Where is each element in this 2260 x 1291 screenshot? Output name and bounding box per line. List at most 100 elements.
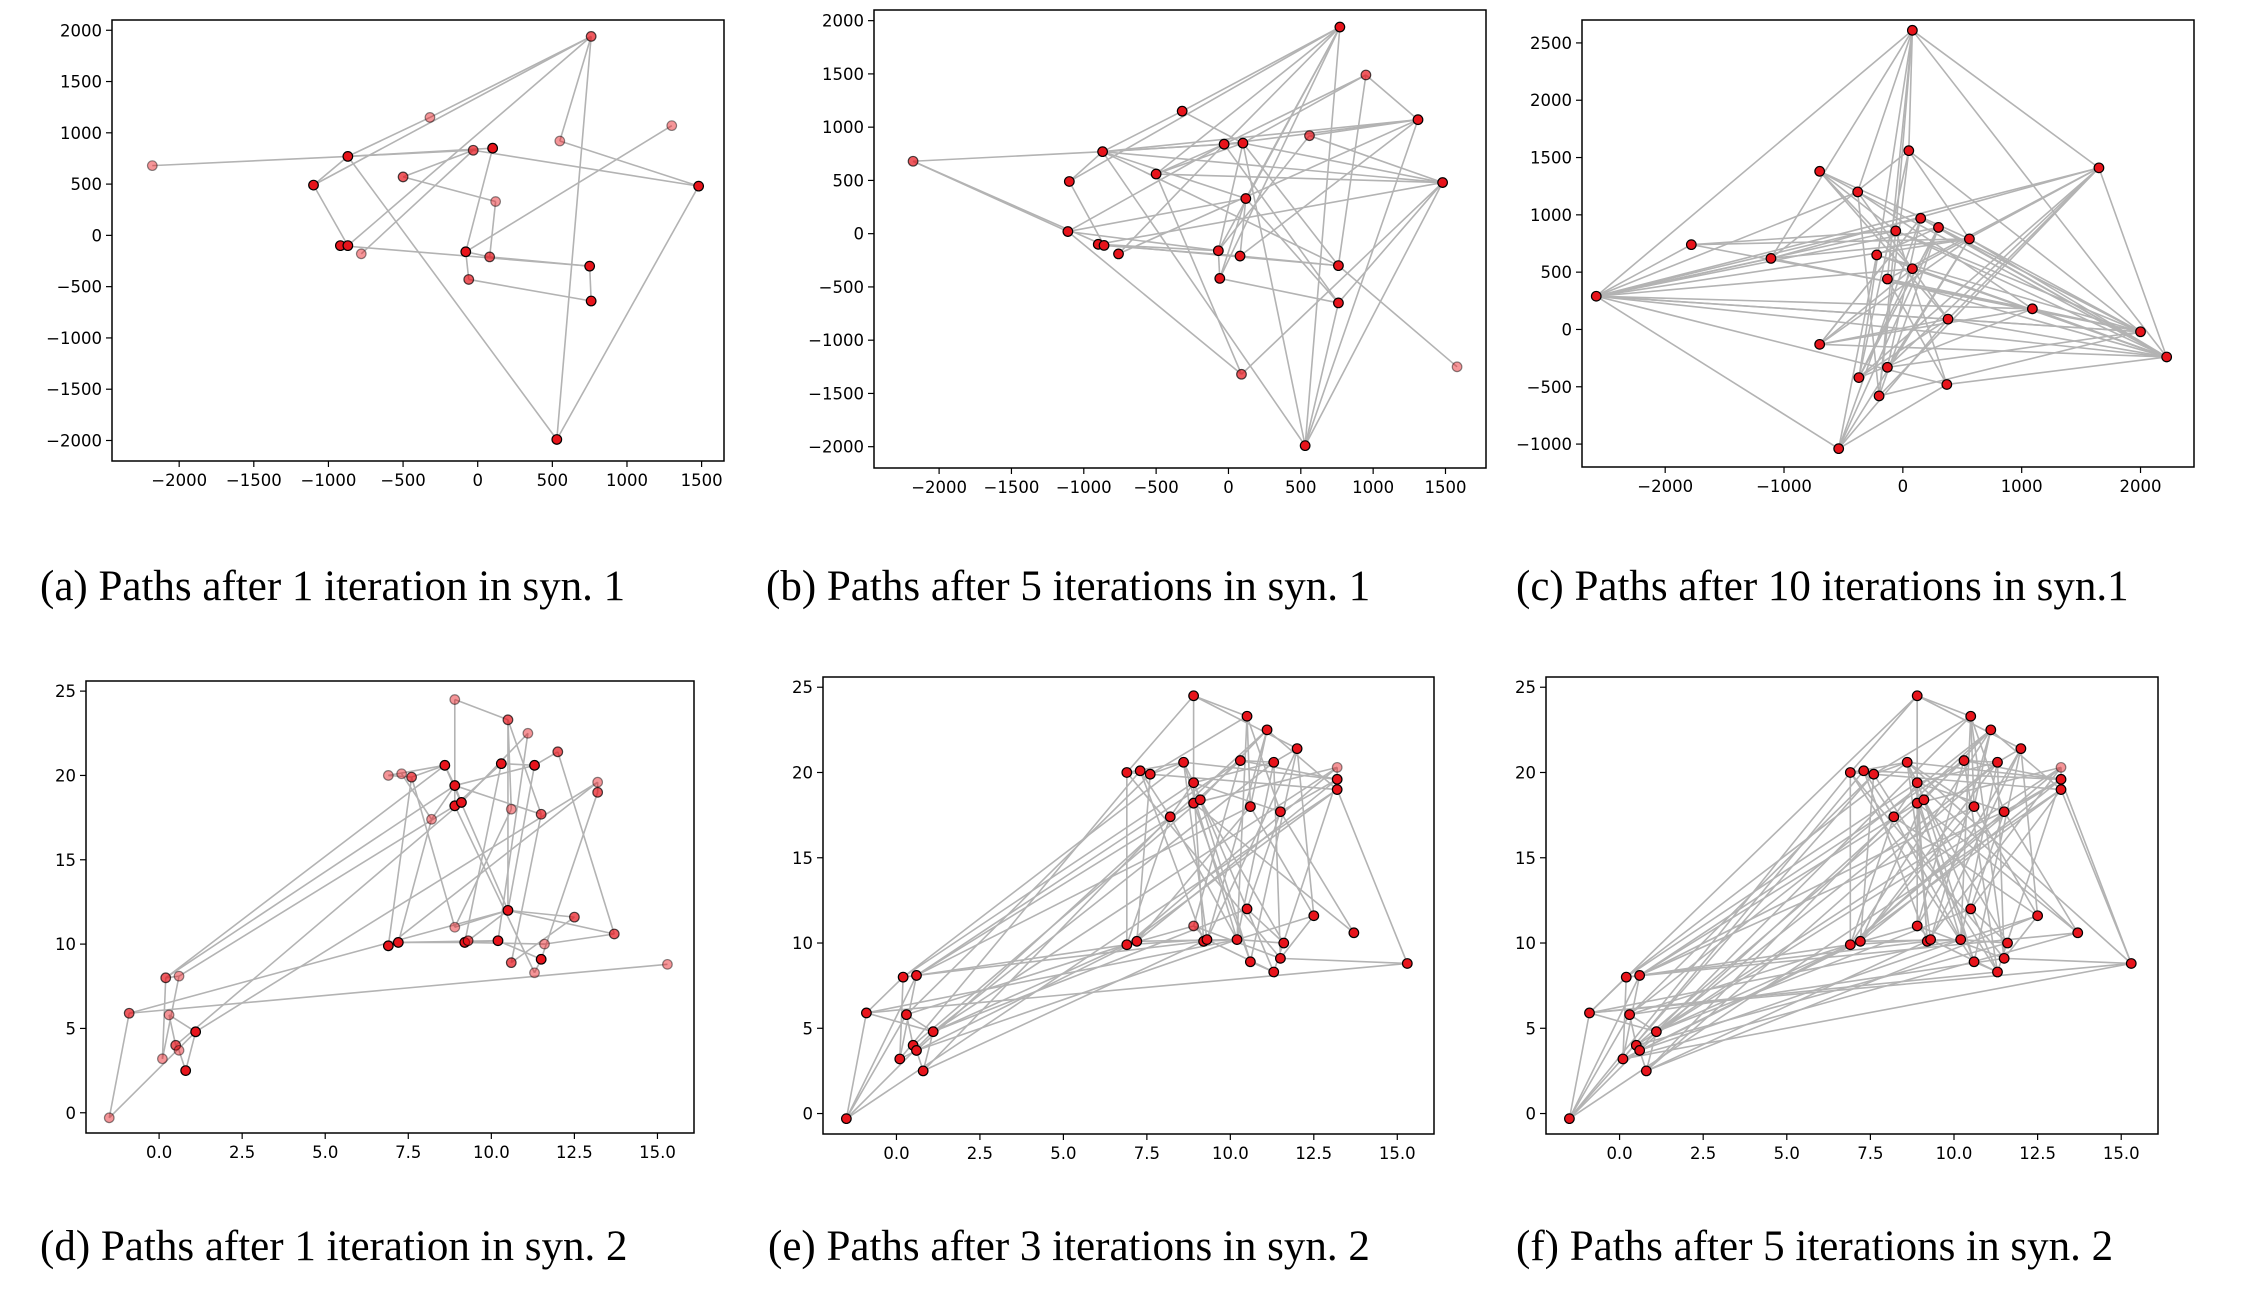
- node-point: [1998, 806, 2010, 818]
- node-point: [522, 727, 534, 739]
- path-edge: [1568, 1014, 1631, 1120]
- node-point: [2026, 303, 2038, 315]
- path-edge: [1155, 26, 1341, 175]
- edges: [845, 695, 1409, 1120]
- path-edge: [1911, 167, 2100, 270]
- path-edge: [152, 155, 348, 167]
- path-edge: [915, 729, 1268, 1052]
- y-tick-label: −1500: [46, 380, 102, 399]
- path-edge: [1887, 330, 2141, 369]
- y-tick-label: −1000: [1516, 435, 1572, 454]
- x-tick-label: 10.0: [1212, 1144, 1249, 1163]
- y-tick-label: −500: [819, 278, 864, 297]
- nodes: [1590, 24, 2173, 455]
- path-edge: [312, 155, 349, 186]
- node-point: [1901, 756, 1913, 768]
- node-point: [1244, 956, 1256, 968]
- node-point: [2072, 927, 2084, 939]
- panel-e: 0.0 2.5 5.0 7.5 10.0 12.5 15.0 25 20 15 10 5 0 (e) P…: [760, 660, 1520, 1291]
- path-edge: [1923, 799, 2009, 944]
- path-edge: [1895, 230, 2141, 333]
- path-edge: [1280, 957, 1408, 965]
- path-edge: [1819, 268, 1913, 345]
- path-edge: [1242, 142, 1306, 446]
- path-edge: [1181, 26, 1341, 112]
- path-edge: [1068, 151, 1104, 183]
- path-edge: [1973, 748, 2022, 962]
- path-edge: [1067, 197, 1246, 233]
- node-point: [585, 295, 597, 307]
- path-edge: [1886, 278, 1948, 385]
- y-tick-label: −1000: [808, 331, 864, 350]
- path-edge: [1645, 816, 1895, 1072]
- path-edge: [510, 814, 542, 963]
- node-point: [1911, 690, 1923, 702]
- path-edge: [1304, 302, 1340, 446]
- node-point: [1299, 440, 1311, 452]
- y-tick-label: 5: [66, 1019, 77, 1038]
- path-edge: [1959, 716, 1972, 940]
- path-edge: [1589, 971, 1998, 1014]
- path-edge: [507, 719, 513, 810]
- plot-frame: [822, 676, 1435, 1135]
- node-point: [1650, 1026, 1662, 1038]
- path-edge: [1101, 151, 1306, 447]
- node-point: [1968, 801, 1980, 812]
- path-edge: [1219, 277, 1339, 304]
- path-edge: [1242, 74, 1367, 144]
- path-edge: [916, 759, 1241, 977]
- path-edge: [1819, 170, 1913, 270]
- panel-d: 0.0 2.5 5.0 7.5 10.0 12.5 15.0 25 20 15 10 5 0 (d) P…: [0, 660, 760, 1291]
- path-edge: [1911, 29, 2168, 358]
- node-point: [1584, 1007, 1595, 1019]
- panel-b: −2000 −1500 −1000 −500 0 500 1000 1500 2000 1500 1…: [760, 0, 1520, 640]
- node-point: [1853, 372, 1865, 384]
- y-tick-label: 10: [1515, 934, 1536, 953]
- caption-a: (a) Paths after 1 iteration in syn. 1: [40, 563, 626, 610]
- path-edge: [387, 781, 599, 947]
- path-edge: [1639, 802, 1918, 977]
- path-edge: [464, 147, 494, 252]
- path-edge: [108, 1031, 197, 1119]
- node-point: [861, 1007, 872, 1019]
- path-edge: [2060, 789, 2132, 964]
- node-point: [173, 1044, 185, 1056]
- path-edge: [1645, 761, 1999, 1072]
- node-point: [1278, 937, 1290, 949]
- path-edge: [1916, 802, 2079, 934]
- path-edge: [1155, 142, 1244, 175]
- path-edge: [1622, 940, 1861, 1060]
- edges: [152, 35, 700, 440]
- x-tick-label: 1000: [1352, 478, 1394, 497]
- path-edge: [1149, 761, 1184, 775]
- path-edge: [1589, 938, 1961, 1014]
- nodes: [907, 21, 1463, 452]
- path-edge: [1895, 230, 2168, 358]
- node-point: [163, 1009, 175, 1021]
- node-point: [592, 786, 604, 798]
- path-edge: [1242, 142, 1443, 184]
- node-point: [1451, 361, 1463, 373]
- path-edge: [1183, 761, 1338, 781]
- node-point: [1214, 273, 1226, 284]
- path-edge: [559, 140, 699, 187]
- node-point: [1333, 260, 1344, 272]
- path-edge: [161, 975, 180, 1059]
- node-point: [551, 434, 563, 445]
- path-edge: [497, 733, 529, 941]
- x-tick-label: 7.5: [1857, 1144, 1883, 1163]
- path-edge: [1192, 782, 1205, 942]
- path-edge: [1857, 191, 1949, 320]
- node-point: [487, 142, 499, 154]
- path-edge: [1067, 230, 1219, 252]
- node-point: [1291, 743, 1303, 755]
- path-edge: [402, 149, 474, 178]
- node-point: [1634, 970, 1646, 981]
- node-point: [1134, 765, 1146, 777]
- path-edge: [1304, 119, 1419, 446]
- y-tick-label: 500: [1541, 263, 1573, 282]
- path-edge: [1126, 766, 1338, 946]
- y-tick-label: 20: [792, 763, 813, 782]
- node-point: [1640, 1065, 1652, 1077]
- node-point: [502, 904, 514, 916]
